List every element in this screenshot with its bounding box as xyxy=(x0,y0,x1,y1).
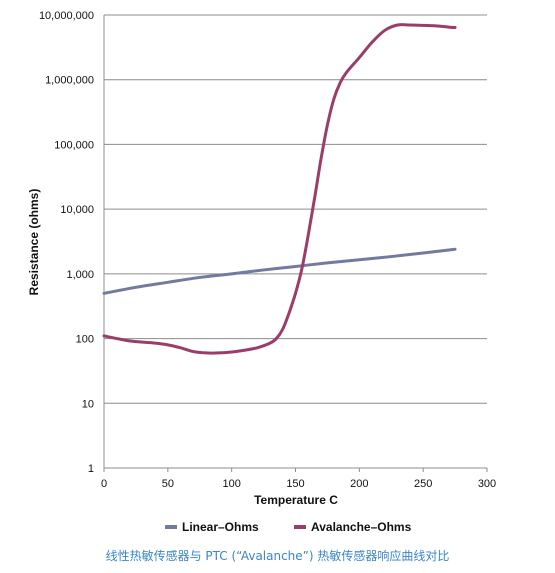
x-tick-label: 0 xyxy=(101,478,107,490)
series-line-linear xyxy=(102,247,457,295)
resistance-temperature-chart: 1 10 100 1,000 10,000 100,000 1,000,000 10,000,… xyxy=(27,10,496,534)
y-tick-label: 10,000 xyxy=(60,204,94,216)
legend-label: Avalanche–Ohms xyxy=(311,520,412,534)
gridlines xyxy=(104,14,487,469)
y-tick-label: 1 xyxy=(88,463,94,475)
y-tick-label: 1,000 xyxy=(66,269,94,281)
x-tick-label: 150 xyxy=(286,478,304,490)
y-tick-label: 100 xyxy=(76,334,94,346)
y-tick-label: 10,000,000 xyxy=(39,10,94,22)
axes xyxy=(103,15,488,472)
y-tick-label: 100,000 xyxy=(54,139,94,151)
figure-caption: 线性热敏传感器与 PTC (“Avalanche”) 热敏传感器响应曲线对比 xyxy=(105,549,450,563)
tick-labels: 1 10 100 1,000 10,000 100,000 1,000,000 10,000,… xyxy=(39,10,496,490)
x-axis-title: Temperature C xyxy=(254,493,338,507)
series-lines xyxy=(102,23,457,355)
y-axis-title: Resistance (ohms) xyxy=(27,189,41,296)
y-tick-label: 10 xyxy=(82,398,94,410)
x-tick-label: 300 xyxy=(478,478,496,490)
x-tick-label: 50 xyxy=(162,478,174,490)
y-tick-label: 1,000,000 xyxy=(45,75,94,87)
x-tick-label: 100 xyxy=(222,478,240,490)
legend: Linear–Ohms Avalanche–Ohms xyxy=(165,520,412,534)
legend-label: Linear–Ohms xyxy=(182,520,259,534)
x-tick-label: 250 xyxy=(414,478,432,490)
x-tick-label: 200 xyxy=(350,478,368,490)
series-line-avalanche xyxy=(102,23,457,355)
